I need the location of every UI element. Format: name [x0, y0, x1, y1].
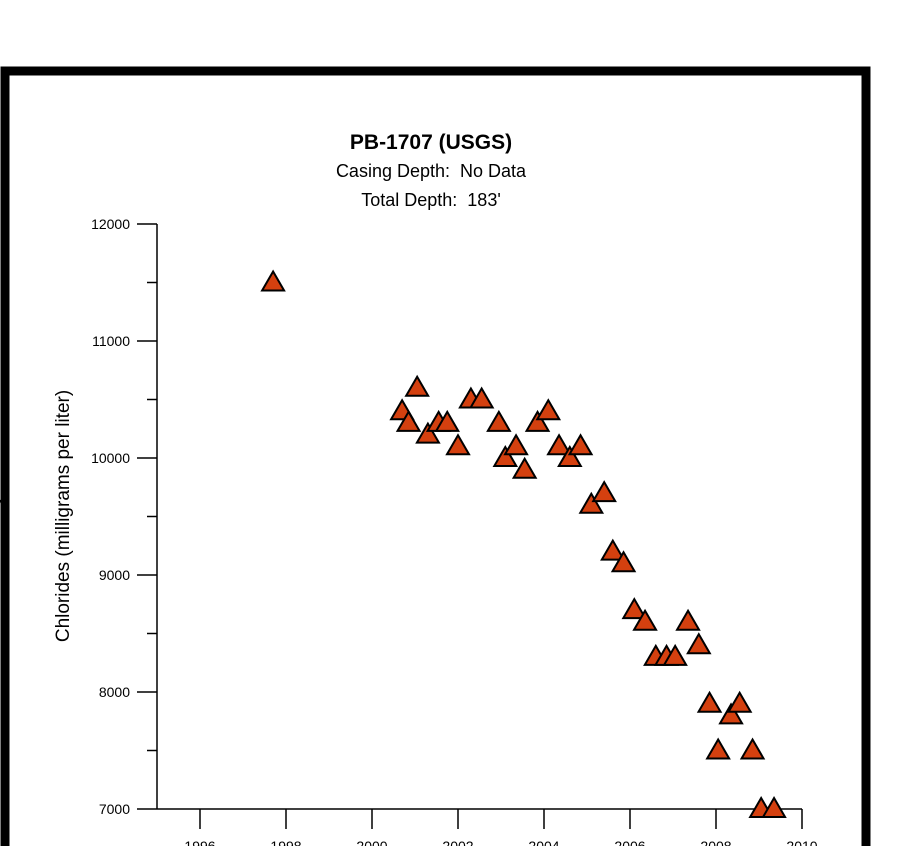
data-point: [610, 550, 637, 573]
data-point: [705, 737, 731, 760]
x-tick-label: 2010: [786, 838, 817, 846]
data-point: [468, 386, 495, 409]
data-point: [591, 480, 617, 503]
x-tick-label: 1998: [270, 838, 301, 846]
data-point: [675, 608, 701, 631]
y-tick-label: 8000: [99, 684, 130, 700]
y-axis-label: Chlorides (milligrams per liter): [53, 390, 74, 642]
y-tick-label: 11000: [92, 333, 130, 349]
x-tick-label: 2004: [528, 838, 559, 846]
data-point: [600, 538, 626, 561]
x-tick-label: 2002: [442, 838, 473, 846]
data-point: [567, 433, 594, 456]
data-point: [739, 737, 766, 760]
data-point: [696, 690, 723, 713]
data-point: [445, 433, 471, 456]
data-point: [662, 643, 688, 666]
x-tick-label: 2006: [614, 838, 645, 846]
data-point: [415, 421, 441, 444]
data-point: [486, 409, 512, 432]
data-point: [524, 409, 551, 432]
data-point: [404, 374, 430, 397]
data-point: [578, 491, 605, 514]
x-tick-label: 2008: [700, 838, 731, 846]
data-point: [686, 632, 712, 655]
chart-border: [0, 66, 871, 846]
data-point: [395, 409, 422, 432]
data-point: [718, 702, 744, 725]
data-point: [492, 445, 519, 467]
chart-title: PB-1707 (USGS): [350, 131, 512, 154]
y-tick-label: 9000: [99, 567, 130, 583]
data-point: [535, 398, 562, 421]
chart-subtitle-depth: Total Depth: 183': [361, 190, 501, 210]
data-point: [503, 433, 529, 456]
data-point: [546, 433, 572, 456]
x-tick-label: 1996: [184, 838, 215, 846]
edge-mark: [0, 499, 5, 523]
y-tick-label: 12000: [91, 216, 130, 232]
y-tick-label: 10000: [91, 450, 130, 466]
data-point: [511, 456, 538, 479]
y-tick-label: 7000: [99, 801, 130, 817]
chart-subtitle-casing: Casing Depth: No Data: [336, 161, 527, 181]
data-point: [761, 796, 787, 818]
data-point: [726, 690, 753, 713]
x-tick-label: 2000: [356, 838, 387, 846]
data-point: [632, 608, 658, 631]
data-point: [434, 409, 460, 432]
data-point: [260, 269, 286, 292]
data-point: [621, 597, 648, 620]
data-point: [557, 445, 583, 467]
